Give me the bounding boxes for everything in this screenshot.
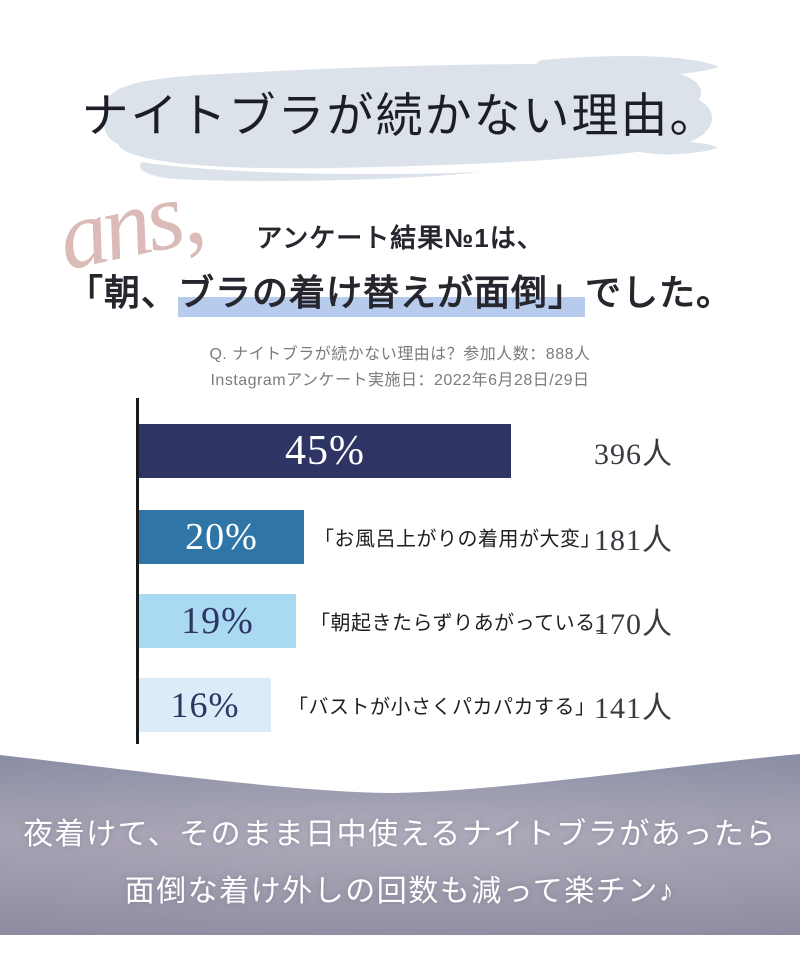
survey-note: Q. ナイトブラが続かない理由は？参加人数：888人 Instagramアンケー… — [0, 342, 800, 394]
answer-suffix: でした。 — [585, 272, 734, 313]
bar-people-3: 170人 — [594, 608, 673, 641]
bar-label-4: 「バストが小さくパカパカする」 — [288, 696, 596, 719]
survey-result-heading: アンケート結果№1は、 — [256, 223, 544, 253]
answer-prefix: 「朝、 — [66, 272, 178, 313]
bar-percent-2: 20% — [185, 516, 258, 558]
top-answer-heading: 「朝、ブラの着け替えが面倒」でした。 — [0, 264, 800, 317]
bar-row-3: 19% 「朝起きたらずりあがっている」 170人 — [0, 594, 800, 648]
brush-stroke-background — [103, 55, 719, 182]
survey-question-note: Q. ナイトブラが続かない理由は？参加人数：888人 — [209, 346, 591, 363]
answer-highlighted-text: ブラの着け替えが面倒」 — [177, 272, 585, 317]
bar-row-4: 16% 「バストが小さくパカパカする」 141人 — [0, 678, 800, 732]
bar-people-4: 141人 — [594, 692, 673, 725]
bar-people-1: 396人 — [594, 438, 673, 471]
footer-gradient-band — [0, 754, 800, 935]
bar-fill-3: 19% — [139, 594, 296, 648]
bar-label-2: 「お風呂上がりの着用が大変」 — [314, 528, 601, 551]
bar-percent-3: 19% — [181, 600, 254, 642]
bar-percent-1: 45% — [285, 428, 365, 474]
bar-percent-4: 16% — [170, 685, 240, 725]
title-section: ナイトブラが続かない理由。 — [80, 54, 720, 184]
bar-fill-4: 16% — [139, 678, 271, 732]
bar-row-1: 45% 396人 — [0, 424, 800, 478]
survey-date-note: Instagramアンケート実施日：2022年6月28日/29日 — [210, 372, 590, 389]
bar-fill-1: 45% — [139, 424, 511, 478]
bar-fill-2: 20% — [139, 510, 304, 564]
footer-line-1: 夜着けて、そのまま日中使えるナイトブラがあったら — [23, 818, 777, 851]
footer-line-2: 面倒な着け外しの回数も減って楽チン♪ — [124, 875, 676, 908]
chart-axis-line — [136, 398, 139, 744]
bar-label-3: 「朝起きたらずりあがっている」 — [310, 612, 617, 635]
bar-row-2: 20% 「お風呂上がりの着用が大変」 181人 — [0, 510, 800, 564]
bar-people-2: 181人 — [594, 524, 673, 557]
page-title: ナイトブラが続かない理由。 — [81, 91, 719, 143]
footer-message: 夜着けて、そのまま日中使えるナイトブラがあったら 面倒な着け外しの回数も減って楽… — [0, 806, 800, 920]
